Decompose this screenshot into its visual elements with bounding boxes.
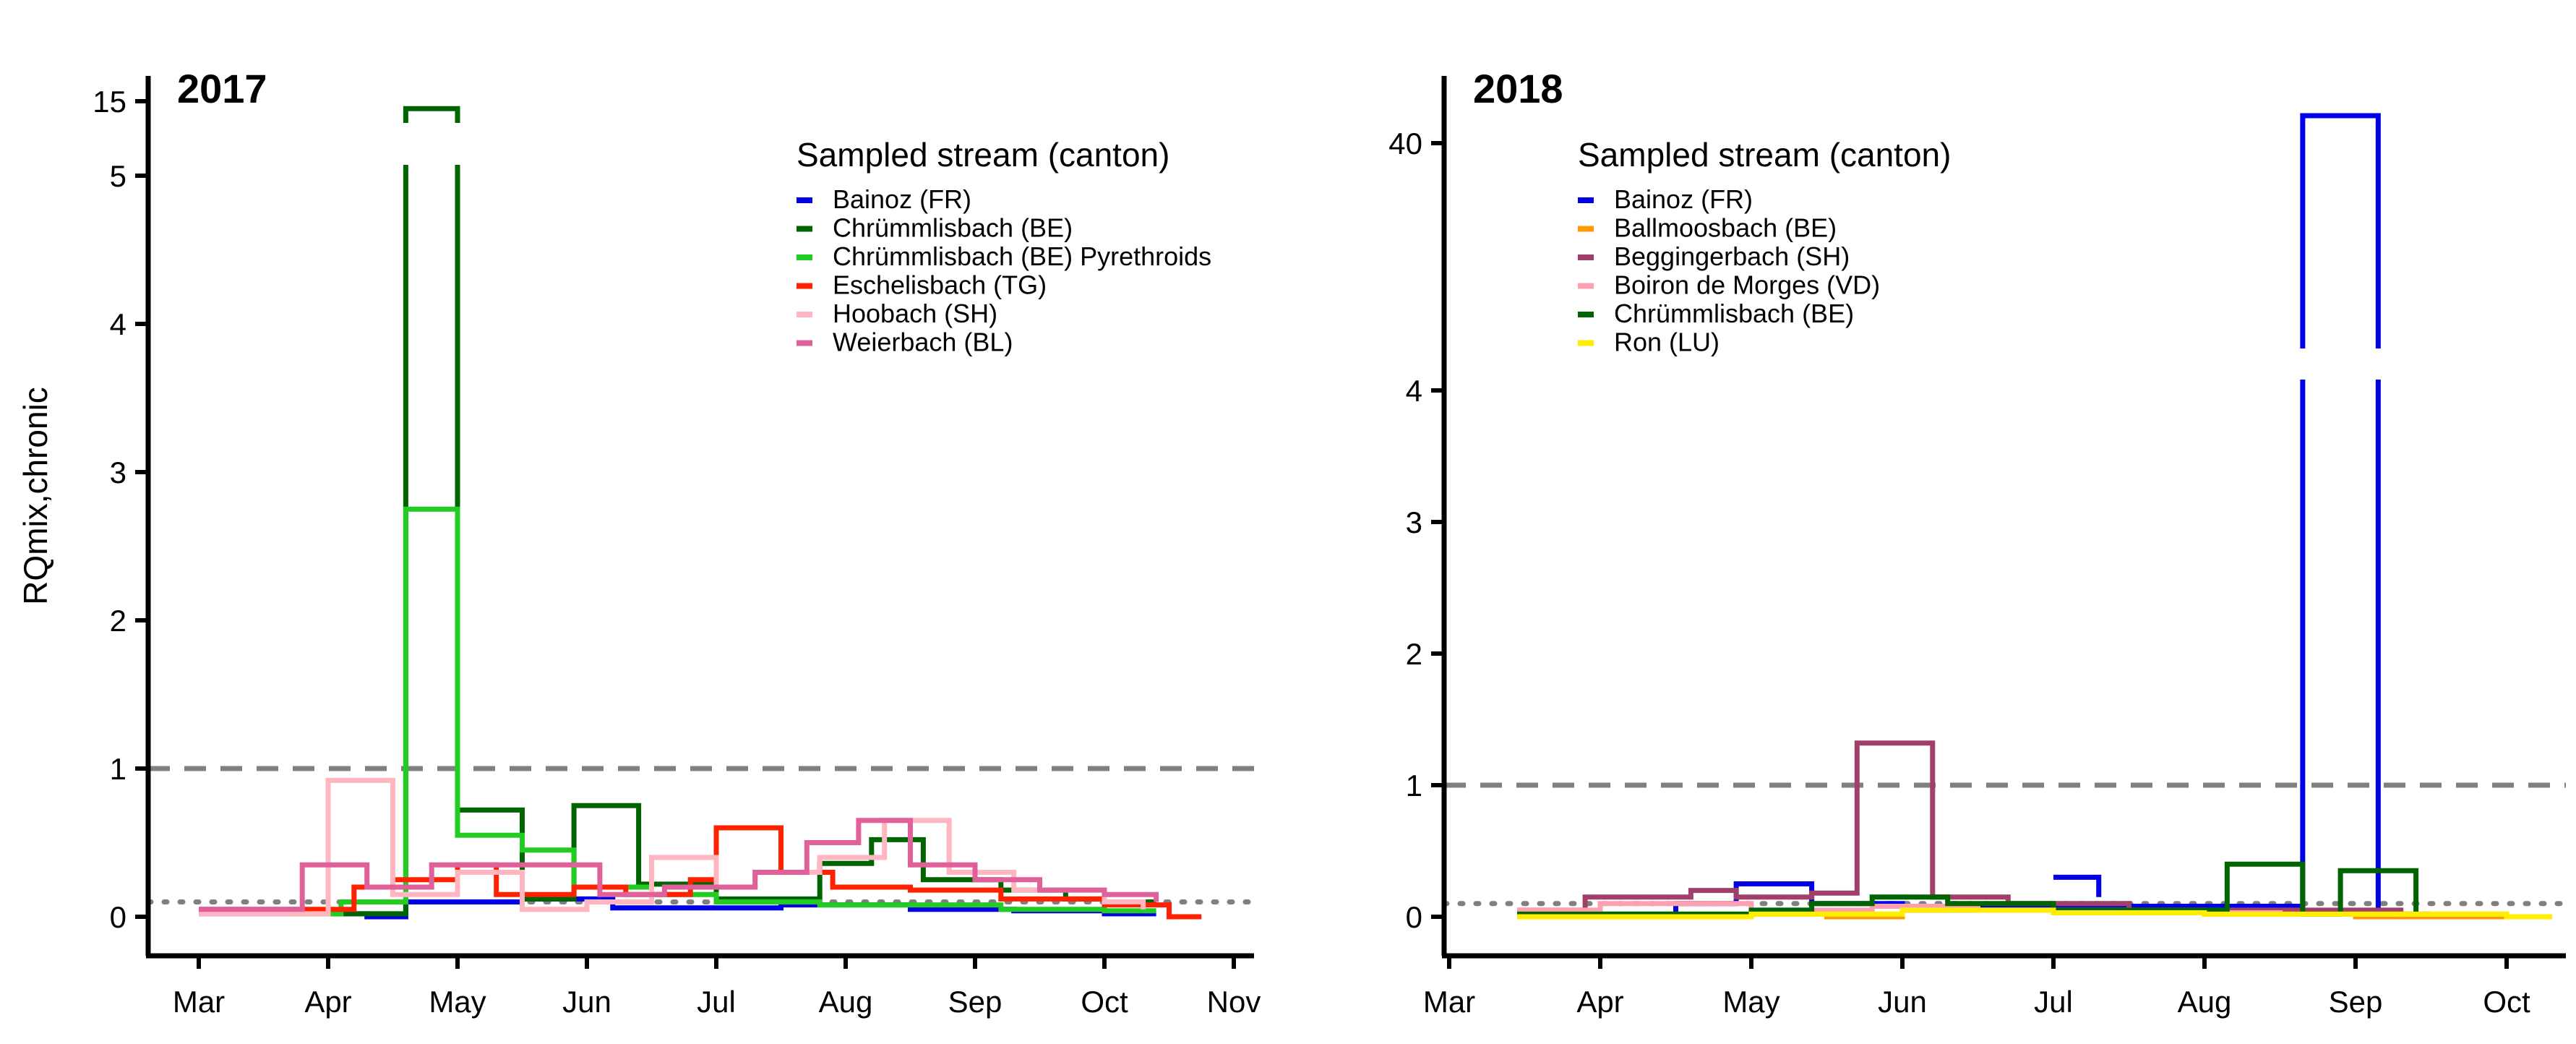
panel-title: 2018 [1473,66,1563,111]
legend-label: Bainoz (FR) [1614,184,1753,214]
legend-label: Chrümmlisbach (BE) [833,213,1073,243]
x-tick-label: Aug [819,985,873,1019]
legend-title: Sampled stream (canton) [1578,136,1951,174]
series-line-2 [289,506,1156,917]
y-tick-label: 4 [110,307,126,341]
legend-label: Boiron de Morges (VD) [1614,270,1880,300]
y-tick-label: 15 [93,85,126,119]
x-tick-label: Jul [697,985,736,1019]
panel-title: 2017 [177,66,267,111]
x-tick-label: Sep [948,985,1003,1019]
legend-label: Chrümmlisbach (BE) [1614,299,1854,328]
x-tick-label: Apr [1576,985,1623,1019]
y-tick-label: 1 [110,752,126,786]
axis-break-gap [1450,348,2566,380]
x-tick-label: Jun [562,985,611,1019]
y-tick-label: 2 [1406,637,1422,671]
y-tick-label: 3 [1406,505,1422,539]
x-tick-label: Mar [173,985,225,1019]
series-line-2 [1517,740,2404,917]
y-axis-title: RQmix,chronic [17,387,54,605]
y-tick-label: 5 [110,159,126,193]
y-tick-label: 1 [1406,769,1422,803]
legend-label: Weierbach (BL) [833,328,1013,357]
chart-panel-2017: 0 1 2 3 4 5 15 Mar Apr May Jun Jul Aug Sep Oct Nov 2017 R… [17,66,1261,1019]
legend-label: Bainoz (FR) [833,184,971,214]
x-tick-label: Sep [2329,985,2383,1019]
x-tick-label: Jul [2034,985,2073,1019]
series-line-5 [1517,907,2552,920]
x-tick-label: Apr [304,985,351,1019]
y-tick-label: 0 [110,900,126,934]
legend-title: Sampled stream (canton) [797,136,1169,174]
y-tick-label: 4 [1406,374,1422,408]
axis-break-gap [154,123,1254,165]
x-tick-label: Nov [1207,985,1261,1019]
x-tick-label: Oct [2483,985,2530,1019]
series-extra-segment-0-0 [2053,874,2102,897]
series-line-5 [199,818,1159,912]
legend-label: Eschelisbach (TG) [833,270,1047,300]
legend-label: Chrümmlisbach (BE) Pyrethroids [833,241,1211,271]
y-tick-label: 3 [110,455,126,489]
x-tick-label: May [429,985,486,1019]
x-tick-label: Mar [1423,985,1475,1019]
legend-label: Hoobach (SH) [833,299,997,328]
chart-panel-2018: 0 1 2 3 4 40 Mar Apr May Jun Jul Aug Sep Oct 2018 Sampl… [1388,66,2569,1019]
y-tick-label: 2 [110,604,126,638]
y-tick-label: 40 [1388,127,1422,161]
x-tick-label: Jun [1878,985,1927,1019]
y-tick-label: 0 [1406,900,1422,934]
x-tick-label: Oct [1081,985,1128,1019]
series-line-3 [199,825,1202,920]
legend-label: Ballmoosbach (BE) [1614,213,1837,243]
legend-label: Beggingerbach (SH) [1614,241,1850,271]
legend-label: Ron (LU) [1614,328,1720,357]
x-tick-label: Aug [2178,985,2232,1019]
x-tick-label: May [1722,985,1779,1019]
